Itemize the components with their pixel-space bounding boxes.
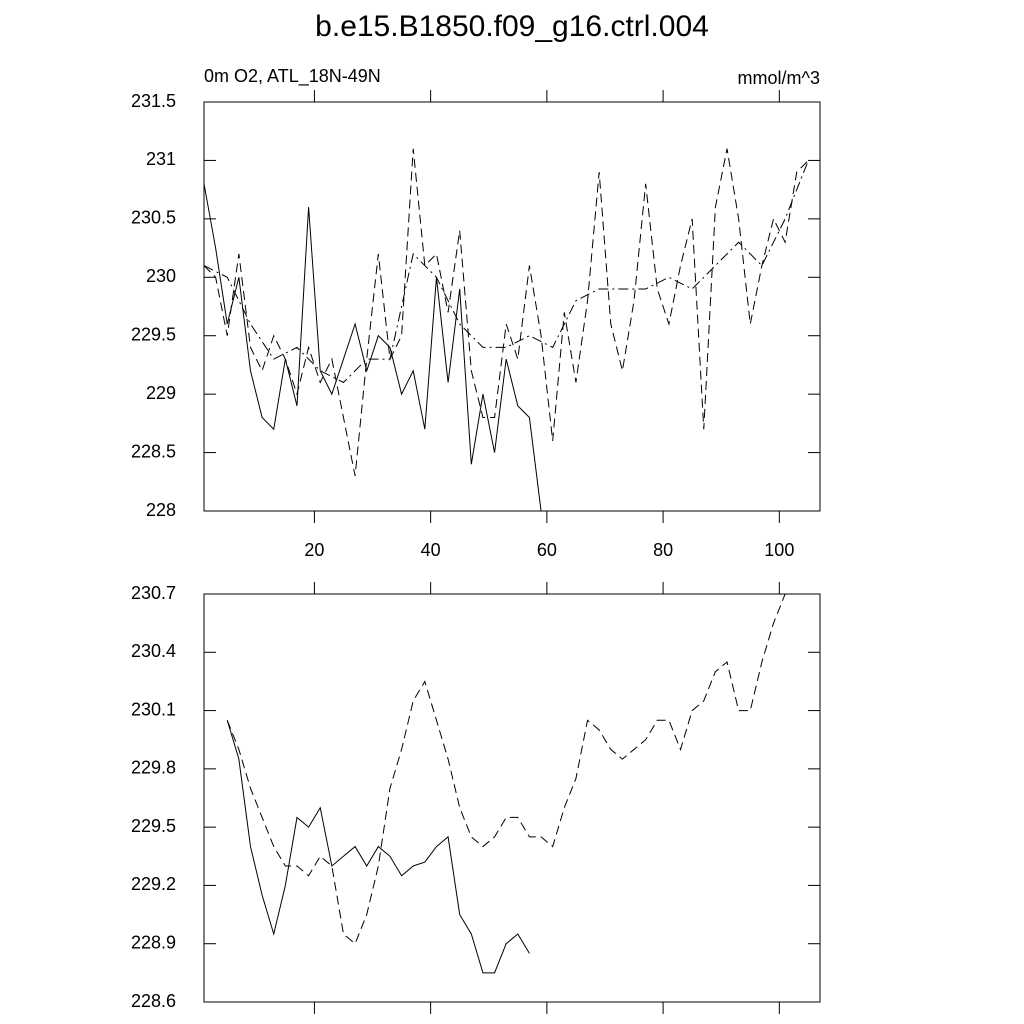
y-tick-label: 229.5 (131, 816, 176, 836)
x-tick-label: 60 (537, 540, 557, 560)
y-tick-label: 229.8 (131, 758, 176, 778)
y-tick-label: 228.6 (131, 991, 176, 1011)
y-tick-label: 230 (146, 266, 176, 286)
data-line (203, 148, 809, 477)
y-tick-label: 229.5 (131, 324, 176, 344)
y-tick-label: 229.2 (131, 874, 176, 894)
data-line (226, 593, 786, 945)
y-tick-label: 230.4 (131, 641, 176, 661)
y-tick-label: 230.5 (131, 208, 176, 228)
data-line (203, 160, 809, 384)
x-tick-label: 20 (304, 540, 324, 560)
chart-title: b.e15.B1850.f09_g16.ctrl.004 (315, 10, 709, 43)
y-tick-label: 231 (146, 149, 176, 169)
y-tick-label: 228.9 (131, 932, 176, 952)
plot-frame (203, 101, 821, 512)
y-tick-label: 230.7 (131, 583, 176, 603)
x-tick-label: 100 (764, 540, 794, 560)
x-tick-label: 40 (421, 540, 441, 560)
data-line (203, 183, 542, 512)
y-tick-label: 230.1 (131, 699, 176, 719)
y-tick-label: 229 (146, 383, 176, 403)
left-subtitle: 0m O2, ATL_18N-49N (204, 66, 381, 87)
right-subtitle: mmol/m^3 (738, 68, 820, 88)
plot-frame (203, 593, 821, 1003)
y-tick-label: 228 (146, 500, 176, 520)
y-tick-label: 231.5 (131, 91, 176, 111)
data-line (226, 720, 530, 974)
y-tick-label: 228.5 (131, 441, 176, 461)
x-tick-label: 80 (653, 540, 673, 560)
